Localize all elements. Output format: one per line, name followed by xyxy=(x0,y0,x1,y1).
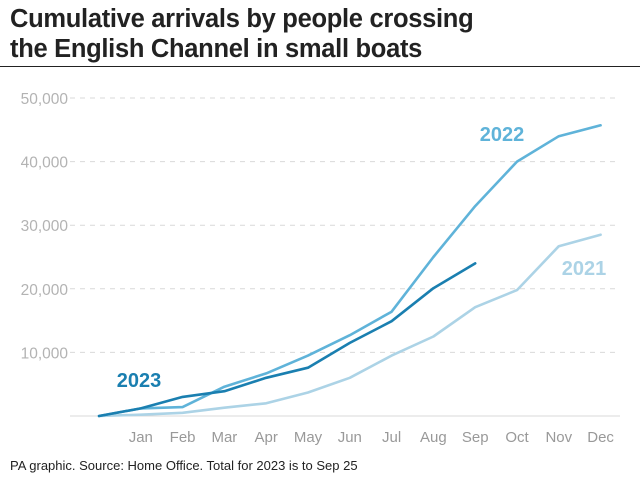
x-tick-label: Apr xyxy=(255,429,278,446)
chart-title-line-1: Cumulative arrivals by people crossing xyxy=(10,5,474,33)
series-line-2021 xyxy=(97,233,602,418)
y-tick-label: 10,000 xyxy=(21,345,69,362)
x-tick-label: Sep xyxy=(462,429,489,446)
y-tick-label: 40,000 xyxy=(21,155,69,172)
source-note: PA graphic. Source: Home Office. Total f… xyxy=(10,458,358,473)
series-line-2023 xyxy=(97,262,477,418)
y-tick-label: 50,000 xyxy=(21,91,69,108)
x-tick-label: Jun xyxy=(338,429,362,446)
series-label-2021: 2021 xyxy=(562,258,607,280)
x-tick-label: Jan xyxy=(129,429,153,446)
x-tick-label: May xyxy=(294,429,323,446)
x-tick-label: Jul xyxy=(382,429,401,446)
x-tick-label: Nov xyxy=(545,429,572,446)
x-tick-label: Dec xyxy=(587,429,614,446)
series-line-2022 xyxy=(97,124,602,418)
x-tick-label: Mar xyxy=(211,429,237,446)
series-label-2022: 2022 xyxy=(480,124,525,146)
y-tick-label: 20,000 xyxy=(21,282,69,299)
title-divider xyxy=(0,66,640,67)
x-tick-label: Aug xyxy=(420,429,447,446)
y-tick-label: 30,000 xyxy=(21,218,69,235)
chart-title-line-2: the English Channel in small boats xyxy=(10,35,423,63)
x-tick-label: Oct xyxy=(505,429,529,446)
series-label-2023: 2023 xyxy=(117,370,162,392)
x-tick-label: Feb xyxy=(170,429,196,446)
chart-title: Cumulative arrivals by people crossing t… xyxy=(10,4,630,64)
